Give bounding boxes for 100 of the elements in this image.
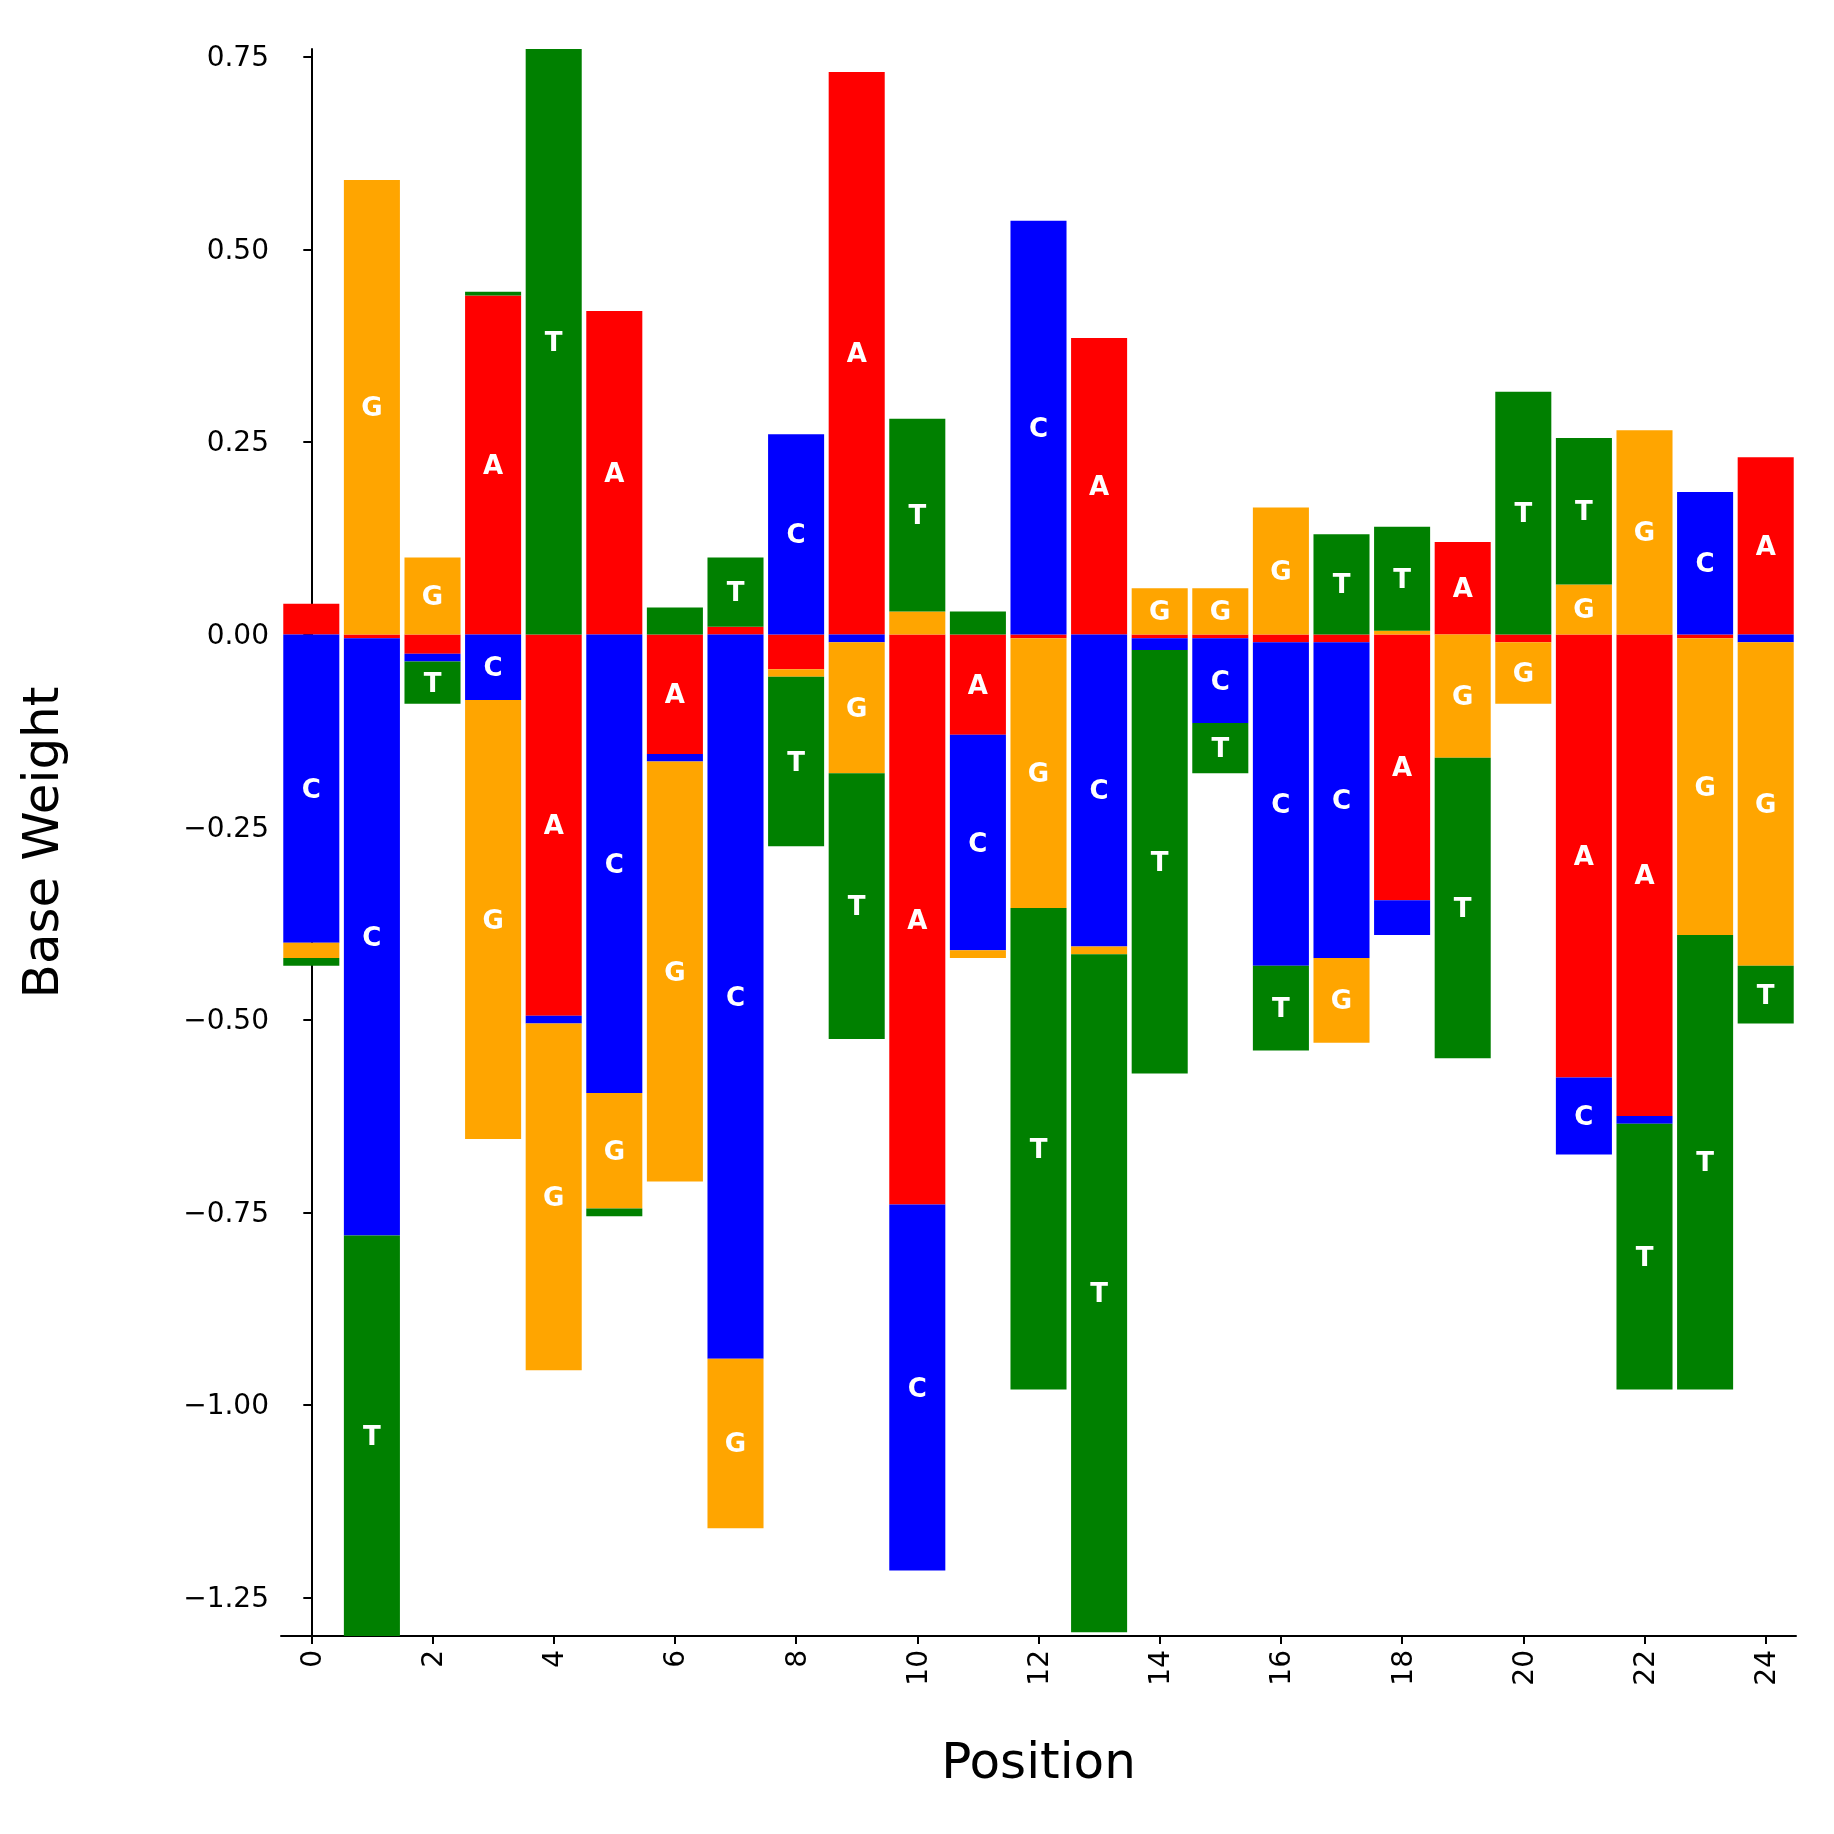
text: A [1573, 840, 1594, 871]
bar [1131, 649, 1188, 1074]
text: A [1634, 860, 1655, 891]
text: T [1575, 496, 1593, 527]
text: G [543, 1181, 565, 1212]
text: G [603, 1135, 625, 1166]
x-axis-title: Position [941, 1732, 1136, 1790]
bar [1010, 220, 1067, 635]
text: G [846, 692, 868, 723]
bar [1434, 542, 1491, 635]
text: C [725, 981, 746, 1012]
bar [525, 1015, 582, 1024]
bar [525, 634, 582, 1016]
bar [1252, 642, 1309, 966]
text: T [1332, 569, 1351, 600]
bar [768, 676, 825, 847]
bar [465, 634, 522, 700]
bar [404, 661, 461, 704]
text: T [363, 1420, 381, 1451]
bar [1677, 638, 1734, 935]
bar [1071, 954, 1128, 1633]
bar [586, 310, 643, 635]
text: A [1392, 752, 1413, 783]
text: T [1696, 1147, 1714, 1178]
text: G [482, 904, 504, 935]
series-label: G [1149, 596, 1171, 627]
text: A [1755, 530, 1776, 561]
bar [404, 634, 461, 654]
text: C [1028, 412, 1049, 443]
bar [707, 626, 764, 635]
bar [404, 653, 461, 662]
bar [768, 634, 825, 670]
bar [1252, 507, 1309, 635]
text: G [1633, 517, 1656, 548]
text: G [421, 580, 444, 611]
x-tick-label: 16 [1264, 1650, 1298, 1686]
text: T [847, 891, 866, 922]
bar [1677, 634, 1734, 639]
bar [1616, 1123, 1673, 1390]
bar [646, 753, 703, 762]
bar [283, 942, 340, 959]
text: G [1755, 788, 1777, 819]
text: C [1574, 1100, 1594, 1131]
bar [1374, 900, 1431, 935]
bar [1010, 907, 1067, 1390]
x-tick-label: 14 [1143, 1650, 1177, 1686]
bar [1313, 634, 1370, 643]
text: C [1331, 785, 1352, 816]
y-tick-label: 0.25 [206, 425, 269, 459]
bar [465, 295, 522, 635]
bar [1071, 634, 1128, 947]
bar [949, 634, 1006, 735]
text: T [1029, 1133, 1048, 1164]
text: A [907, 904, 928, 935]
y-tick-label: 0.75 [206, 40, 269, 74]
text: G [1330, 985, 1353, 1016]
bar [707, 634, 764, 1359]
y-tick-label: 0.00 [206, 618, 269, 651]
text: A [664, 679, 685, 710]
x-tick-label: 2 [416, 1650, 449, 1668]
bar [707, 1358, 764, 1529]
text: C [907, 1372, 927, 1403]
bar [707, 557, 764, 627]
text: G [1573, 594, 1595, 625]
bar [889, 418, 946, 612]
bar [525, 1023, 582, 1371]
text: T [1150, 846, 1169, 877]
text: G [1027, 758, 1050, 789]
bar [1737, 634, 1794, 643]
text: C [604, 848, 624, 879]
bar [1010, 634, 1067, 639]
series-label: T [423, 667, 442, 698]
bar [828, 634, 885, 643]
text: T [1756, 979, 1775, 1010]
bar [1434, 757, 1491, 1059]
bar [465, 291, 522, 296]
y-tick-label: −0.50 [183, 1003, 269, 1037]
x-tick-label: 8 [779, 1650, 813, 1668]
bar [1071, 946, 1128, 955]
bar [283, 634, 340, 943]
text: G [361, 392, 383, 423]
bar [1737, 965, 1794, 1024]
bar [949, 734, 1006, 951]
y-axis-title: Base Weight [12, 686, 70, 999]
bar [1616, 1115, 1673, 1124]
bar [343, 638, 400, 1236]
bar [586, 1092, 643, 1209]
bar [1555, 634, 1612, 1078]
text: G [724, 1428, 747, 1459]
y-tick-label: 0.50 [206, 232, 269, 266]
x-tick-label: 0 [294, 1650, 328, 1668]
text: G [1512, 658, 1534, 689]
text: T [1211, 733, 1230, 764]
bar [586, 1208, 643, 1217]
x-tick-label: 18 [1385, 1650, 1419, 1686]
bar [1677, 491, 1734, 635]
bar [1071, 337, 1128, 635]
text: C [1271, 788, 1291, 819]
bar [343, 1235, 400, 1636]
text: C [362, 921, 382, 952]
